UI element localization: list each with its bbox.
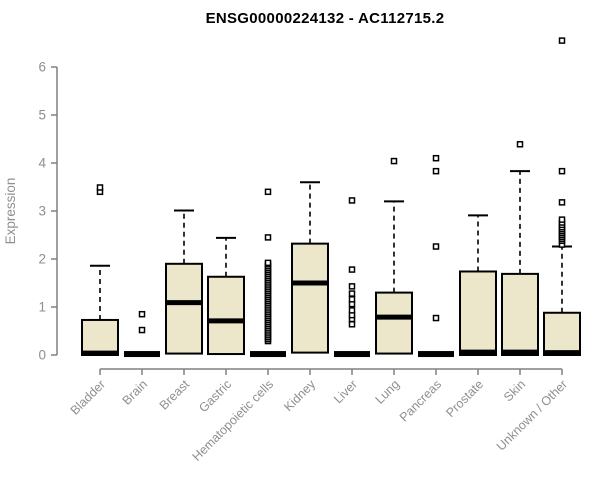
outlier-point (432, 154, 440, 162)
box (291, 242, 329, 354)
collapsed-box (334, 351, 370, 358)
outlier-point (348, 290, 356, 297)
y-axis-title: Expression (3, 178, 18, 245)
outlier-point (348, 321, 356, 328)
y-tick-label: 3 (38, 204, 46, 219)
x-tick-label: Brain (120, 377, 151, 408)
y-tick-label: 0 (38, 348, 46, 363)
y-tick-label: 4 (38, 156, 46, 171)
x-tick-label: Bladder (68, 377, 108, 417)
outlier-point (348, 296, 356, 303)
outlier-point (138, 310, 146, 318)
outlier-point (96, 184, 104, 191)
outlier-point (432, 167, 440, 175)
outlier-point (264, 259, 272, 267)
x-tick-label: Hematopoietic cells (190, 377, 277, 464)
box (459, 270, 497, 357)
y-tick-label: 5 (38, 108, 46, 123)
outlier-point (348, 266, 356, 273)
box (207, 275, 245, 356)
outlier-point (348, 307, 356, 314)
x-tick-label: Liver (331, 377, 360, 406)
collapsed-box (418, 351, 454, 358)
outlier-point (264, 234, 272, 241)
box (543, 311, 581, 357)
x-tick-label: Gastric (196, 377, 234, 415)
outlier-point (432, 314, 440, 322)
outlier-point (558, 199, 566, 206)
x-tick-label: Skin (501, 377, 528, 404)
y-tick-label: 2 (38, 252, 46, 267)
box (375, 291, 413, 355)
outlier-point (558, 37, 566, 44)
x-tick-label: Kidney (281, 377, 318, 414)
collapsed-box (250, 351, 286, 358)
outlier-point (558, 167, 566, 175)
outlier-point (264, 188, 272, 196)
outlier-point (348, 197, 356, 204)
outlier-point (516, 141, 524, 148)
box (81, 318, 119, 356)
x-tick-label: Breast (157, 377, 193, 413)
outlier-point (138, 326, 146, 334)
outlier-point (390, 157, 398, 165)
outlier-point (558, 216, 566, 223)
y-tick-label: 1 (38, 300, 46, 315)
y-tick-label: 6 (38, 60, 46, 75)
outlier-point (348, 283, 356, 290)
x-tick-label: Lung (373, 377, 403, 407)
x-tick-label: Unknown / Other (494, 377, 570, 453)
box (501, 272, 539, 357)
x-tick-label: Pancreas (397, 377, 444, 424)
outlier-point (432, 243, 440, 250)
collapsed-box (124, 351, 160, 358)
x-tick-label: Prostate (443, 377, 486, 420)
chart-title: ENSG00000224132 - AC112715.2 (205, 10, 445, 27)
box (165, 262, 203, 355)
